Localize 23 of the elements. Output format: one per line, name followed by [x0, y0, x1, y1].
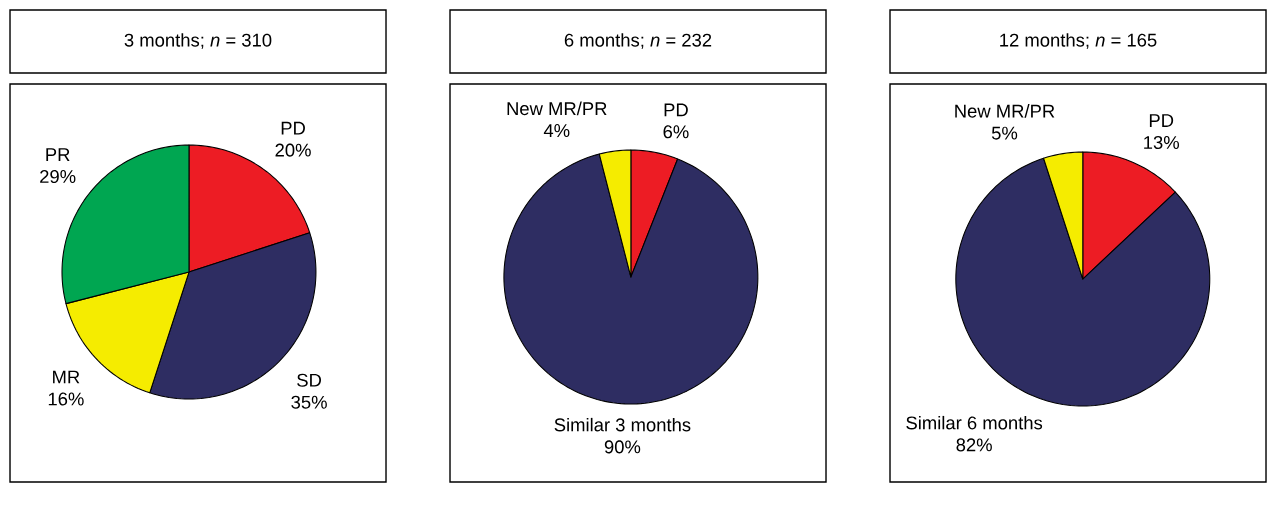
chart-title: 6 months; n = 232 — [564, 33, 712, 49]
data-label: 35% — [291, 395, 327, 409]
slice-label: New MR/PR — [507, 101, 607, 116]
slice-label: Similar 3 months — [554, 417, 691, 432]
data-label: 5% — [991, 126, 1018, 140]
slice-label: PD — [1149, 114, 1174, 127]
data-label: 20% — [275, 143, 311, 157]
data-label: 82% — [956, 438, 992, 452]
slice-label: SD — [297, 373, 322, 387]
slice-label: PD — [281, 121, 305, 135]
slice-label: PD — [664, 103, 688, 117]
slice-label: PR — [46, 148, 70, 161]
data-label: 13% — [1144, 135, 1179, 150]
slice-label: MR — [53, 370, 80, 384]
data-label: 16% — [48, 392, 84, 406]
chart-title: 3 months; n = 310 — [124, 33, 272, 49]
data-label: 6% — [663, 125, 689, 139]
chart-title: 12 months; n = 165 — [1000, 33, 1157, 49]
slice-label: New MR/PR — [955, 104, 1055, 118]
data-label: 29% — [40, 170, 76, 184]
data-label: 4% — [543, 124, 570, 138]
slice-label: Similar 6 months — [906, 415, 1043, 430]
data-label: 90% — [604, 440, 641, 454]
